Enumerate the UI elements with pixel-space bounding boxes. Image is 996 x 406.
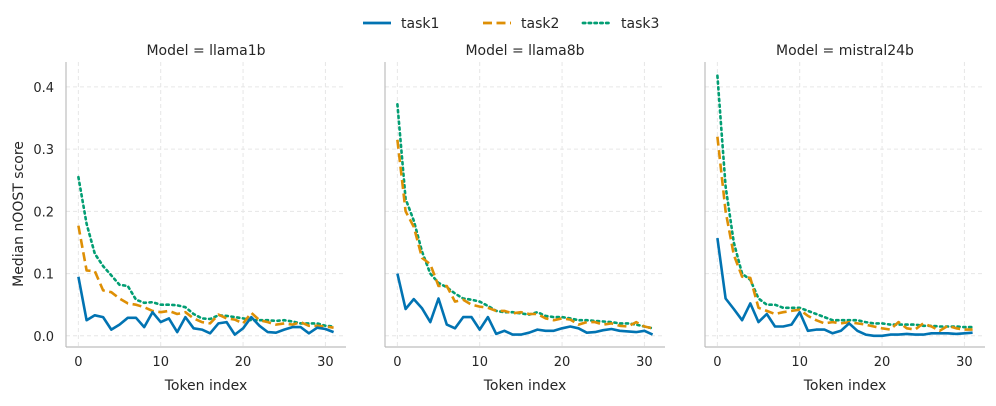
x-tick-label: 20 [874, 355, 891, 370]
x-tick-label: 0 [393, 355, 401, 370]
panel-title: Model = llama1b [146, 43, 265, 59]
legend-label-task1: task1 [401, 16, 439, 32]
series-line-task2 [716, 136, 973, 333]
panel-title: Model = mistral24b [776, 43, 914, 59]
x-tick-label: 30 [317, 355, 334, 370]
y-tick-label: 0.3 [33, 143, 54, 158]
series-line-task1 [716, 237, 973, 338]
x-tick-label: 30 [956, 355, 973, 370]
legend: task1 task2 task3 [363, 16, 659, 32]
series-line-task2 [77, 225, 334, 329]
series-line-task1 [77, 276, 335, 336]
panel-2: 0 10 20 30 Model = llama8b Token index [384, 43, 665, 394]
x-tick-label: 0 [74, 355, 82, 370]
x-tick-label: 10 [471, 355, 488, 370]
series-line-task1 [396, 273, 654, 336]
series-line-task3 [396, 103, 654, 330]
x-tick-label: 30 [636, 355, 653, 370]
series-line-task3 [77, 175, 335, 328]
y-axis-label: Median nOOST score [11, 141, 27, 287]
legend-label-task2: task2 [521, 16, 559, 32]
x-axis-label: Token index [483, 378, 567, 394]
x-tick-label: 0 [713, 355, 721, 370]
y-tick-label: 0.2 [33, 205, 54, 220]
series-line-task2 [396, 139, 653, 330]
x-tick-label: 20 [554, 355, 571, 370]
x-tick-label: 10 [791, 355, 808, 370]
x-axis-label: Token index [164, 378, 248, 394]
series-line-task3 [716, 74, 974, 329]
y-tick-label: 0.0 [33, 330, 54, 345]
x-axis-label: Token index [803, 378, 887, 394]
x-tick-label: 10 [152, 355, 169, 370]
x-tick-label: 20 [235, 355, 252, 370]
panel-title: Model = llama8b [465, 43, 584, 59]
y-tick-label: 0.4 [33, 81, 54, 96]
legend-label-task3: task3 [621, 16, 659, 32]
panel-3: 0 10 20 30 Model = mistral24b Token index [704, 43, 985, 394]
y-tick-label: 0.1 [33, 268, 54, 283]
panel-1: 0 10 20 30 0.0 0.1 0.2 0.3 0.4 Model = llama1b Tok… [33, 43, 346, 394]
panels: 0 10 20 30 0.0 0.1 0.2 0.3 0.4 Model = llama1b Tok… [33, 43, 985, 394]
